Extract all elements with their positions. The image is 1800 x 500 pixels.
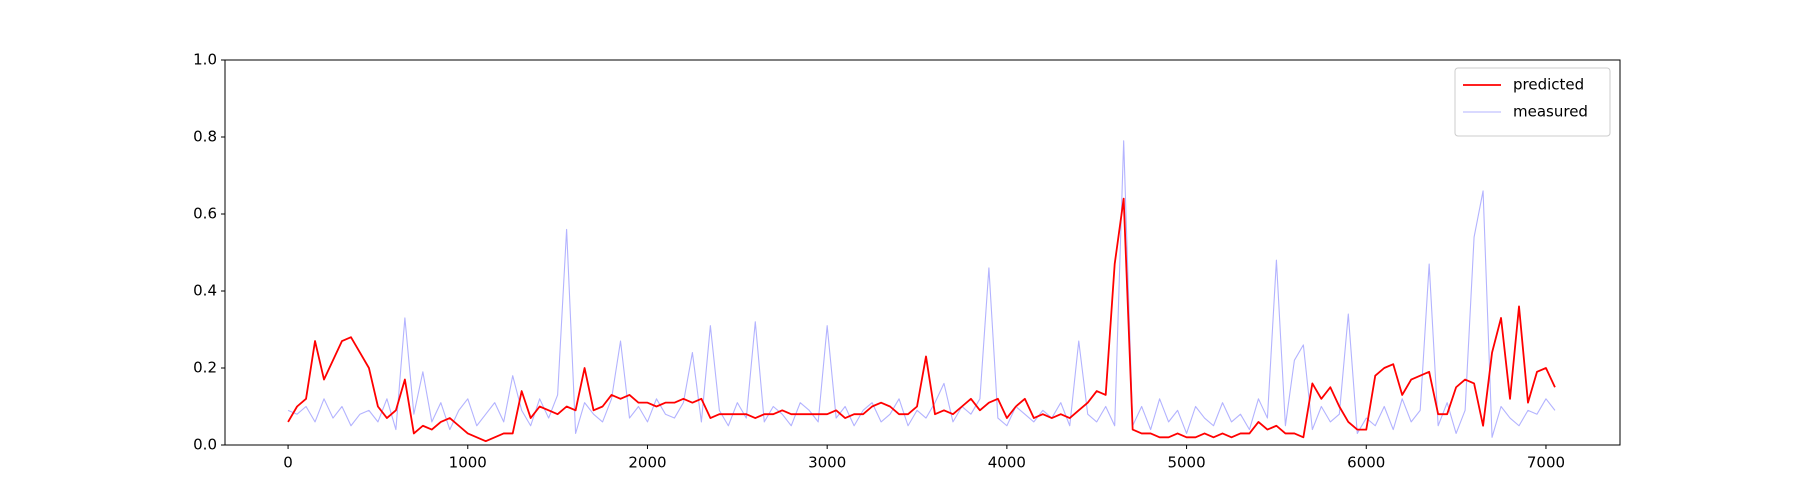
y-tick-label: 0.6 [193, 205, 217, 223]
y-tick-label: 0.0 [193, 436, 217, 454]
x-tick-label: 1000 [449, 454, 487, 472]
y-tick-label: 0.2 [193, 359, 217, 377]
x-tick-label: 4000 [988, 454, 1026, 472]
x-tick-label: 0 [283, 454, 293, 472]
legend-label: predicted [1513, 76, 1584, 94]
series-line [287, 140, 1556, 438]
y-tick-label: 0.8 [193, 128, 217, 146]
y-tick-label: 1.0 [193, 51, 217, 69]
x-tick-label: 6000 [1347, 454, 1385, 472]
series-line [287, 197, 1556, 443]
y-tick-label: 0.4 [193, 282, 217, 300]
x-tick-label: 3000 [808, 454, 846, 472]
x-tick-label: 7000 [1527, 454, 1565, 472]
x-tick-label: 5000 [1167, 454, 1205, 472]
plot-frame [224, 59, 1621, 446]
x-tick-label: 2000 [628, 454, 666, 472]
legend-label: measured [1513, 103, 1588, 121]
